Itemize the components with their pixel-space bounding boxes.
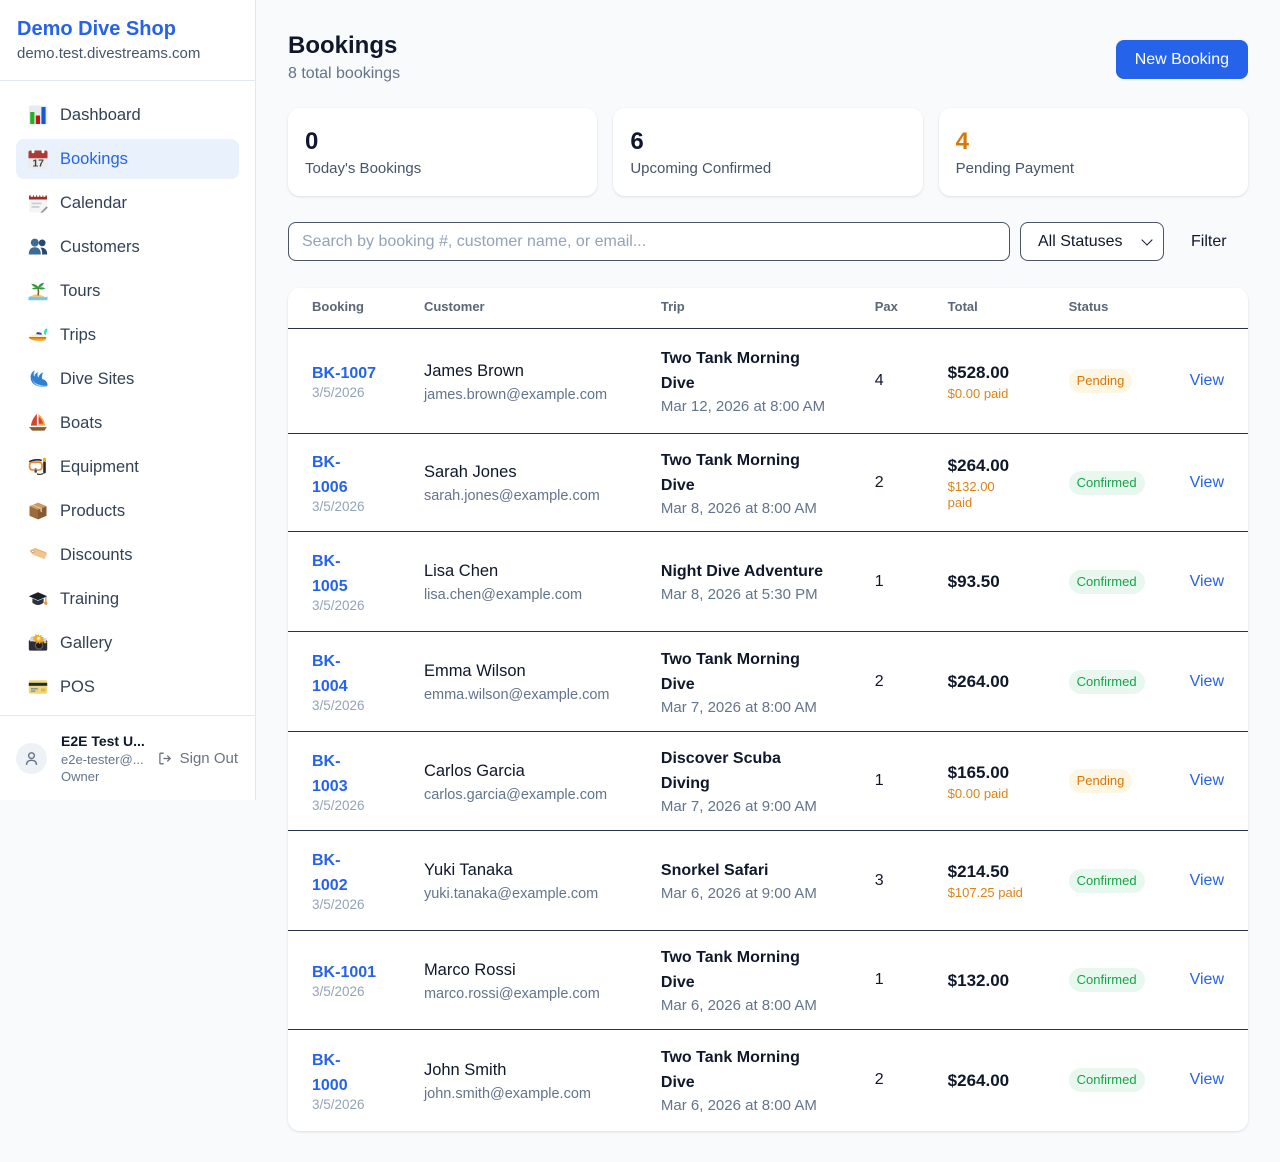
svg-text:17: 17 — [32, 158, 44, 169]
